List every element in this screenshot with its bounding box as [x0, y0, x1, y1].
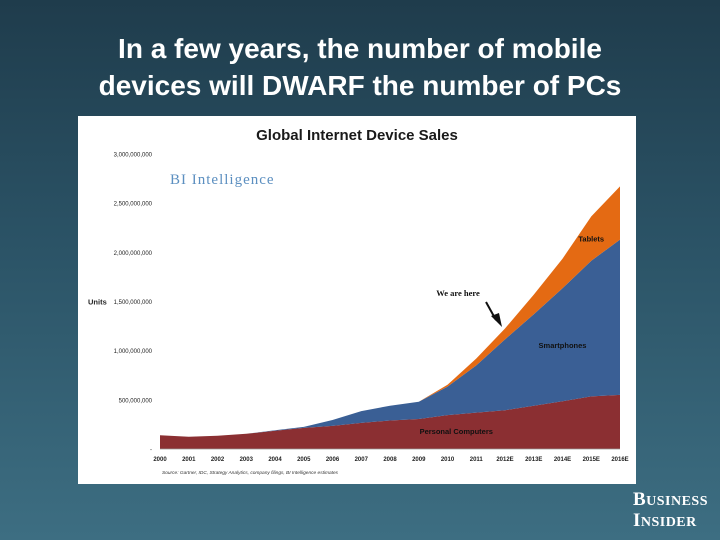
x-tick-label: 2013E [525, 457, 542, 463]
y-tick-label: 2,500,000,000 [114, 202, 153, 208]
series-label-tablets: Tablets [578, 235, 604, 244]
y-tick-label: 500,000,000 [119, 398, 153, 404]
area-smartphones [160, 239, 620, 437]
y-tick-label: 1,500,000,000 [114, 300, 153, 306]
y-tick-label: 1,000,000,000 [114, 349, 153, 355]
x-tick-label: 2015E [583, 457, 600, 463]
slide-title-line-1: In a few years, the number of mobile [118, 33, 602, 64]
x-tick-label: 2008 [383, 457, 397, 463]
y-axis-label: Units [88, 298, 107, 307]
area-tablets [160, 186, 620, 437]
logo-rest-business: USINESS [646, 494, 708, 509]
annotation-we-are-here: We are here [436, 288, 480, 298]
chart-source: Source: Gartner, IDC, Strategy Analytics… [162, 470, 339, 476]
x-tick-label: 2011 [470, 457, 484, 463]
annotation-arrow-head [491, 313, 502, 327]
chart-title: Global Internet Device Sales [256, 127, 458, 144]
x-tick-label: 2004 [268, 457, 282, 463]
x-tick-label: 2009 [412, 457, 426, 463]
y-tick-label: 3,000,000,000 [114, 153, 153, 159]
slide-title-line-2: devices will DWARF the number of PCs [98, 70, 622, 101]
x-tick-label: 2012E [496, 457, 513, 463]
x-tick-label: 2010 [441, 457, 455, 463]
x-tick-label: 2006 [326, 457, 340, 463]
y-tick-label: 2,000,000,000 [114, 251, 153, 257]
logo-rest-insider: NSIDER [640, 515, 697, 530]
series-label-smartphones: Smartphones [539, 341, 587, 350]
x-tick-label: 2005 [297, 457, 311, 463]
x-tick-label: 2001 [182, 457, 196, 463]
slide-title: In a few years, the number of mobile dev… [0, 30, 720, 104]
area-personal-computers [160, 394, 620, 449]
y-tick-label: - [150, 448, 152, 454]
x-tick-label: 2007 [355, 457, 369, 463]
chart-card: Global Internet Device Sales BI Intellige… [78, 116, 636, 484]
x-tick-label: 2000 [153, 457, 167, 463]
x-tick-label: 2016E [611, 457, 628, 463]
bi-intelligence-watermark: BI Intelligence [170, 172, 275, 188]
business-insider-logo: BUSINESS INSIDER [633, 490, 708, 532]
x-tick-label: 2003 [240, 457, 254, 463]
series-label-personal-computers: Personal Computers [420, 427, 493, 436]
x-tick-label: 2002 [211, 457, 225, 463]
device-sales-chart: Global Internet Device Sales BI Intellige… [88, 127, 629, 476]
logo-initial-b: B [632, 489, 647, 510]
x-tick-label: 2014E [554, 457, 571, 463]
logo-initial-i: I [632, 510, 641, 531]
